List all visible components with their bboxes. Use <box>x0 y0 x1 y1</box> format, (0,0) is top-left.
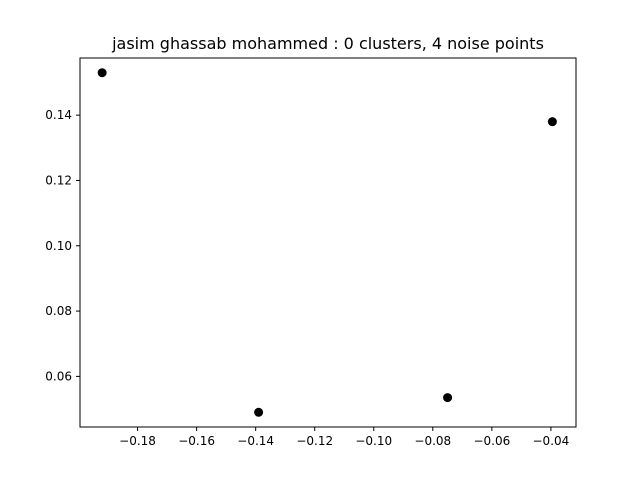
scatter-point <box>254 407 264 417</box>
scatter-point <box>97 68 107 78</box>
x-tick-label: −0.14 <box>237 434 274 448</box>
y-tick-label: 0.06 <box>45 369 72 383</box>
x-tick-label: −0.06 <box>473 434 510 448</box>
y-tick-label: 0.14 <box>45 108 72 122</box>
y-tick-label: 0.12 <box>45 173 72 187</box>
plot-frame <box>79 57 577 428</box>
y-tick-label: 0.08 <box>45 304 72 318</box>
chart-title: jasim ghassab mohammed : 0 clusters, 4 n… <box>111 34 544 53</box>
x-tick-label: −0.04 <box>533 434 570 448</box>
x-axis: −0.18 −0.16 −0.14 −0.12 −0.10 −0.08 −0.06 −0.04 <box>119 427 569 448</box>
y-tick-label: 0.10 <box>45 239 72 253</box>
x-tick-label: −0.16 <box>178 434 215 448</box>
x-tick-label: −0.10 <box>355 434 392 448</box>
scatter-point <box>443 393 453 403</box>
y-axis: 0.06 0.08 0.10 0.12 0.14 <box>45 108 80 383</box>
x-tick-label: −0.18 <box>119 434 156 448</box>
data-points <box>97 68 557 417</box>
x-tick-label: −0.12 <box>296 434 333 448</box>
scatter-point <box>547 117 557 127</box>
x-tick-label: −0.08 <box>414 434 451 448</box>
